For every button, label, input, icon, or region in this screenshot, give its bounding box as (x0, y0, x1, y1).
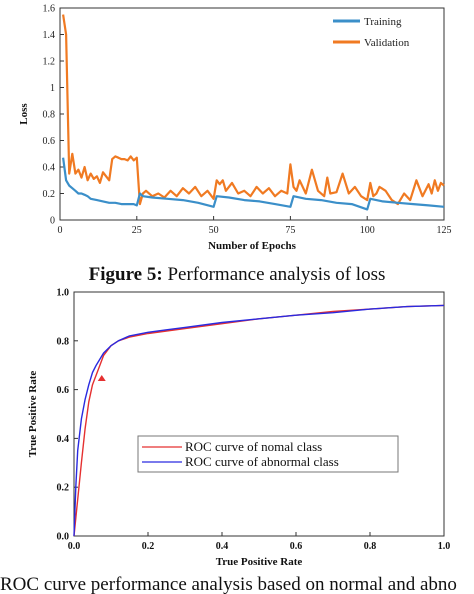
loss-y-axis-label: Loss (18, 103, 30, 125)
loss-x-ticks: 0 25 50 75 100 125 (58, 216, 452, 236)
figure-5-caption: Figure 5: Performance analysis of loss (89, 264, 386, 285)
series-line-roc-curve-of-abnormal-class (73, 304, 445, 537)
y-tick-label: 1.4 (43, 30, 56, 41)
legend-label-normal: ROC curve of nomal class (185, 439, 322, 454)
y-tick-label: 0.4 (43, 163, 56, 174)
y-tick-label: 0 (50, 216, 55, 227)
roc-legend-box (137, 435, 399, 473)
figure-5-text: Performance analysis of loss (163, 264, 386, 285)
y-tick-label: 1 (50, 83, 55, 94)
series-line-training (62, 157, 445, 211)
roc-y-ticks: 0.0 0.2 0.4 0.6 0.8 1.0 (57, 288, 78, 543)
legend-label-training: Training (364, 16, 402, 28)
figure-6-caption: ROC curve performance analysis based on … (0, 574, 457, 594)
roc-chart: 0.0 0.2 0.4 0.6 0.8 1.0 0.0 0.2 0.4 0.6 0.8 1.0 Tr… (27, 288, 450, 569)
y-tick-label: 0.6 (57, 385, 70, 396)
loss-chart: 0 0.2 0.4 0.6 0.8 1 1.2 1.4 1.6 0 25 50 75 100 125 Lo… (18, 4, 452, 253)
x-tick-label: 0.6 (290, 541, 303, 552)
x-tick-label: 125 (437, 225, 452, 236)
series-line-validation (62, 14, 445, 206)
x-tick-label: 100 (360, 225, 375, 236)
loss-y-ticks: 0 0.2 0.4 0.6 0.8 1 1.2 1.4 1.6 (43, 4, 64, 227)
x-tick-label: 0.2 (142, 541, 155, 552)
y-tick-label: 0.4 (57, 434, 70, 445)
loss-series (62, 14, 445, 211)
x-tick-label: 0.0 (68, 541, 81, 552)
x-tick-label: 75 (285, 225, 295, 236)
x-tick-label: 1.0 (438, 541, 451, 552)
y-tick-label: 1.0 (57, 288, 70, 299)
roc-x-axis-label: True Positive Rate (216, 556, 303, 568)
figure-5-label: Figure 5: (89, 264, 163, 285)
y-tick-label: 0.8 (57, 336, 70, 347)
roc-series (73, 304, 445, 537)
y-tick-label: 0.2 (43, 189, 56, 200)
x-tick-label: 25 (132, 225, 142, 236)
roc-x-ticks: 0.0 0.2 0.4 0.6 0.8 1.0 (68, 532, 451, 552)
x-tick-label: 0 (58, 225, 63, 236)
loss-legend: Training Validation (333, 16, 410, 49)
y-tick-label: 0.8 (43, 110, 56, 121)
y-tick-label: 0.6 (43, 136, 56, 147)
series-line-roc-curve-of-nomal-class (73, 304, 445, 537)
y-tick-label: 0.2 (57, 483, 70, 494)
roc-y-axis-label: True Positive Rate (27, 371, 39, 458)
x-tick-label: 0.8 (364, 541, 377, 552)
roc-arrow-marker (97, 374, 106, 381)
legend-label-validation: Validation (364, 37, 410, 49)
y-tick-label: 1.6 (43, 4, 56, 15)
x-tick-label: 50 (209, 225, 219, 236)
roc-plot-frame (73, 291, 445, 537)
roc-legend: ROC curve of nomal class ROC curve of ab… (137, 435, 399, 473)
y-tick-label: 0.0 (57, 532, 70, 543)
loss-x-axis-label: Number of Epochs (208, 240, 297, 252)
legend-label-abnormal: ROC curve of abnormal class (185, 454, 339, 469)
y-tick-label: 1.2 (43, 57, 56, 68)
x-tick-label: 0.4 (216, 541, 229, 552)
